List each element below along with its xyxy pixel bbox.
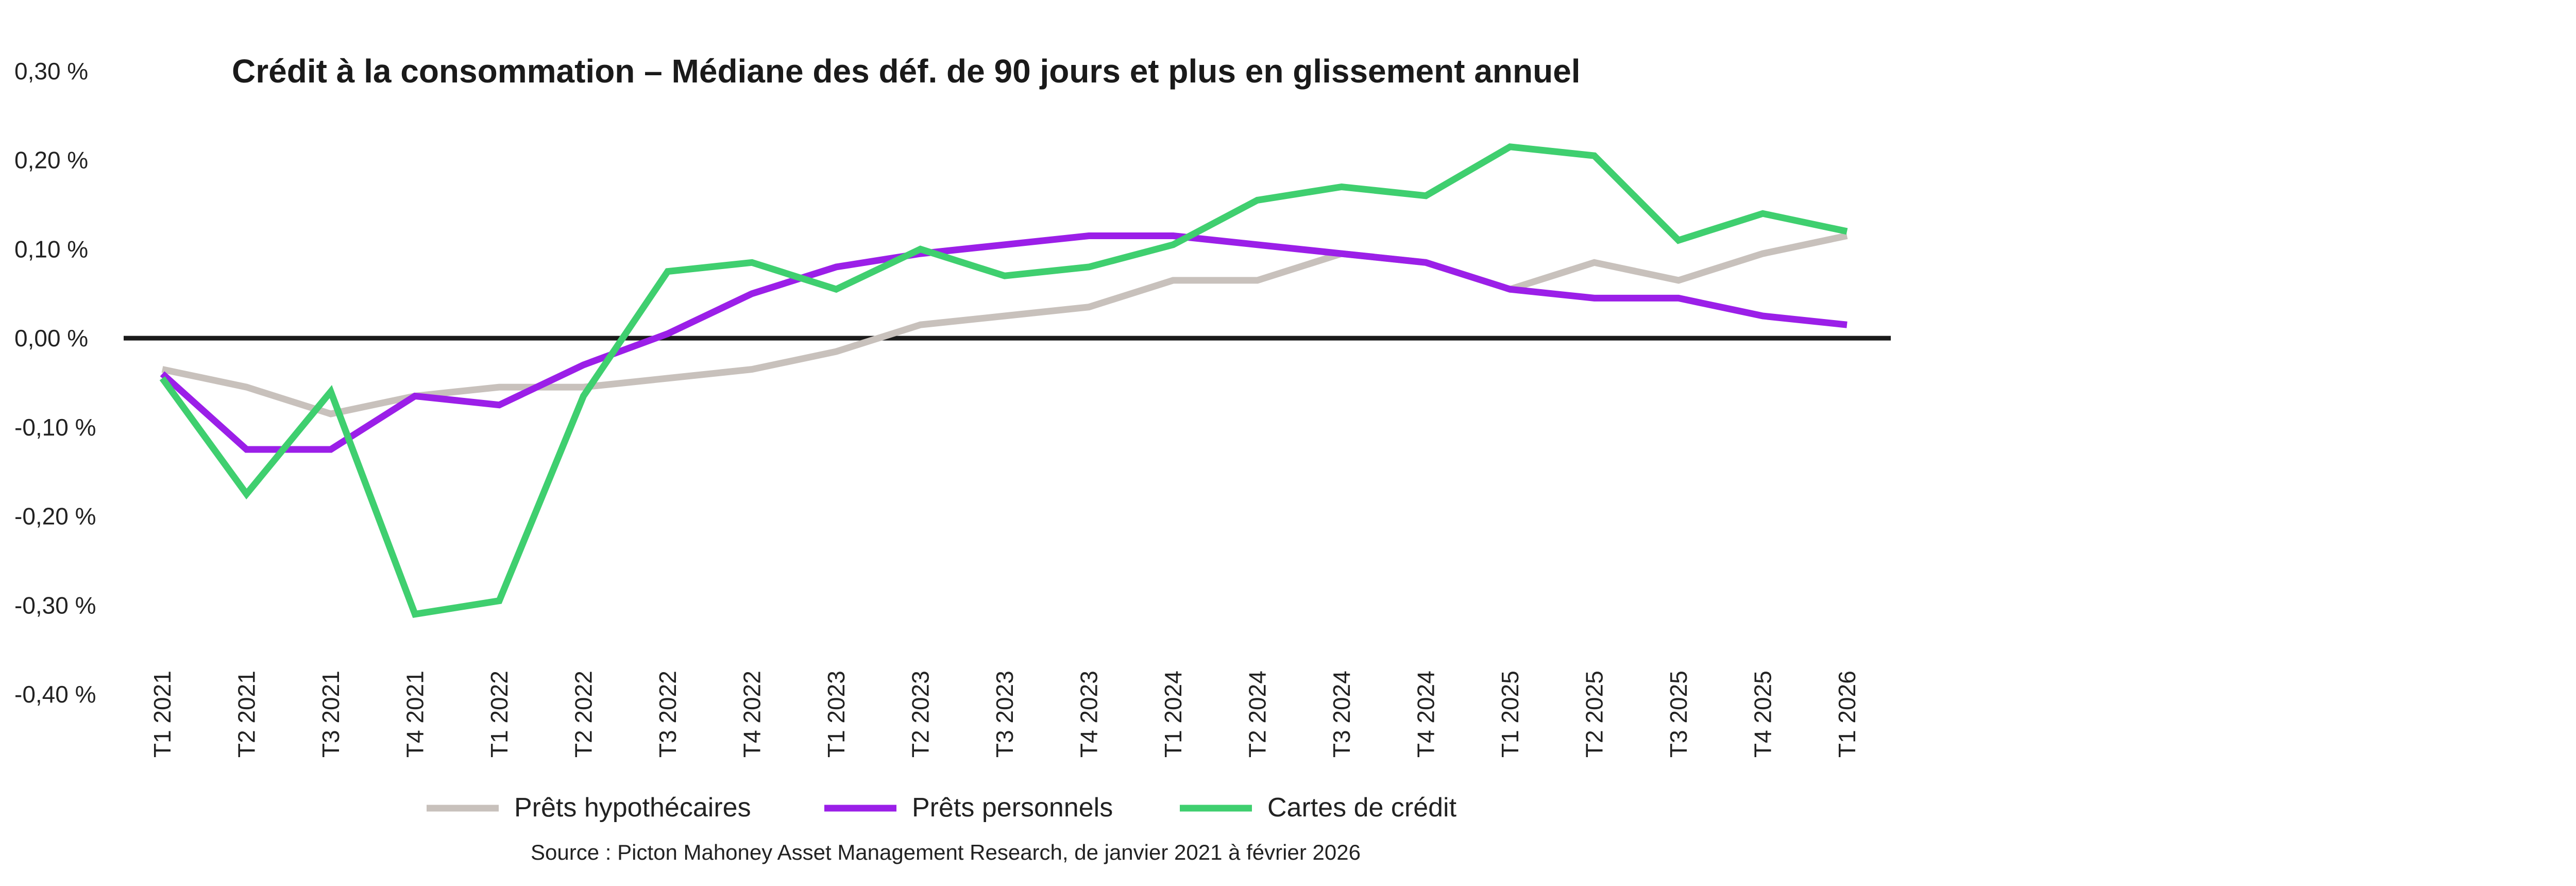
x-tick-label: T4 2024 — [1413, 671, 1439, 758]
x-tick-label: T1 2023 — [823, 671, 850, 758]
legend: Prêts hypothécaires Prêts personnels Carte… — [427, 793, 1457, 823]
x-tick-label: T2 2024 — [1244, 671, 1271, 758]
x-tick-label: T2 2025 — [1581, 671, 1608, 758]
y-tick-label: 0,30 % — [14, 58, 88, 85]
x-tick-label: T3 2022 — [654, 671, 681, 758]
x-tick-label: T1 2026 — [1834, 671, 1860, 758]
x-tick-label: T4 2025 — [1750, 671, 1776, 758]
x-axis: T1 2021 T2 2021 T3 2021 T4 2021 T1 2022 T2 20… — [149, 671, 1860, 758]
y-tick-label: -0,30 % — [14, 592, 96, 618]
x-tick-label: T4 2023 — [1076, 671, 1103, 758]
y-tick-label: -0,20 % — [14, 503, 96, 530]
y-axis: 0,30 % 0,20 % 0,10 % 0,00 % -0,10 % -0,20 % -0… — [14, 58, 96, 708]
chart-title: Crédit à la consommation – Médiane des d… — [232, 53, 1581, 90]
x-tick-label: T1 2022 — [486, 671, 513, 758]
x-tick-label: T3 2024 — [1328, 671, 1355, 758]
x-tick-label: T3 2023 — [991, 671, 1018, 758]
x-tick-label: T4 2022 — [739, 671, 766, 758]
series-line-prets-hypothecaires — [161, 232, 1848, 417]
series-line-cartes-de-credit — [159, 143, 1848, 618]
y-tick-label: 0,20 % — [14, 147, 88, 174]
x-tick-label: T1 2024 — [1160, 671, 1187, 758]
series-group — [159, 143, 1848, 618]
x-tick-label: T1 2025 — [1497, 671, 1523, 758]
x-tick-label: T3 2021 — [317, 671, 344, 758]
x-tick-label: T1 2021 — [149, 671, 176, 758]
source-note: Source : Picton Mahoney Asset Management… — [531, 840, 1361, 864]
series-line-prets-personnels — [160, 232, 1848, 453]
x-tick-label: T3 2025 — [1665, 671, 1692, 758]
x-tick-label: T2 2022 — [570, 671, 597, 758]
y-tick-label: 0,10 % — [14, 236, 88, 262]
legend-label-prets-hypothecaires: Prêts hypothécaires — [514, 793, 751, 823]
y-tick-label: 0,00 % — [14, 325, 88, 352]
legend-label-prets-personnels: Prêts personnels — [912, 793, 1113, 823]
legend-label-cartes-de-credit: Cartes de crédit — [1267, 793, 1457, 823]
x-tick-label: T2 2023 — [907, 671, 934, 758]
y-tick-label: -0,10 % — [14, 414, 96, 441]
x-tick-label: T2 2021 — [233, 671, 260, 758]
x-tick-label: T4 2021 — [402, 671, 429, 758]
y-tick-label: -0,40 % — [14, 681, 96, 708]
